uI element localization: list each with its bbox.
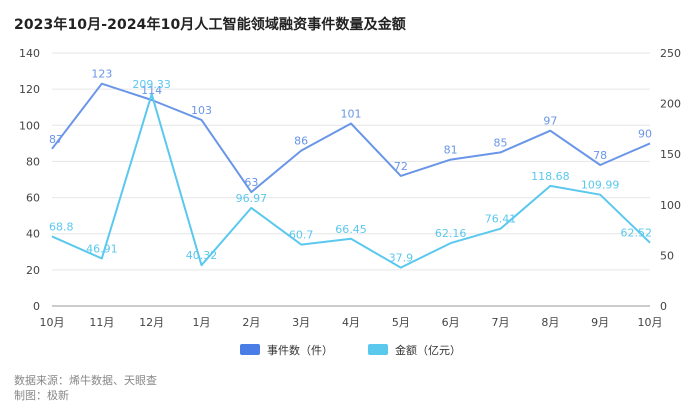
x-tick-label: 11月	[89, 316, 114, 329]
x-tick-label: 5月	[392, 316, 410, 329]
data-label: 78	[593, 149, 607, 162]
left-axis: 0 20 40 60 80 100 120 140	[19, 47, 40, 313]
grid	[52, 52, 650, 307]
series-lines	[51, 82, 651, 269]
data-label: 68.8	[49, 220, 74, 233]
legend-label: 事件数（件）	[267, 344, 333, 357]
right-tick-label: 0	[660, 300, 667, 313]
data-label: 37.9	[389, 252, 414, 265]
right-tick-label: 100	[660, 199, 681, 212]
data-label: 76.41	[485, 213, 517, 226]
data-label: 40.32	[186, 249, 218, 262]
right-tick-label: 250	[660, 47, 681, 60]
chart-title: 2023年10月-2024年10月人工智能领域融资事件数量及金额	[14, 17, 406, 33]
data-labels: 87 123 114 103 63 86 101 72 81 85 97 78 90 68.8 46.91 2…	[49, 68, 652, 265]
data-label: 86	[294, 135, 308, 148]
x-tick-label: 9月	[591, 316, 609, 329]
series-line-0	[51, 82, 651, 194]
x-tick-label: 2月	[242, 316, 260, 329]
data-label: 62.16	[435, 227, 467, 240]
data-label: 66.45	[335, 223, 367, 236]
left-tick-label: 60	[26, 192, 40, 205]
data-label: 62.52	[621, 227, 653, 240]
left-tick-label: 100	[19, 119, 40, 132]
left-tick-label: 0	[33, 300, 40, 313]
data-label: 101	[341, 107, 362, 120]
legend: 事件数（件） 金额（亿元）	[240, 343, 461, 357]
data-label: 46.91	[86, 243, 118, 256]
left-tick-label: 140	[19, 47, 40, 60]
legend-swatch	[240, 344, 260, 355]
x-tick-label: 10月	[638, 316, 663, 329]
x-tick-label: 10月	[40, 316, 65, 329]
data-label: 103	[191, 104, 212, 117]
x-tick-label: 1月	[193, 316, 211, 329]
data-label: 81	[444, 144, 458, 157]
data-label: 85	[494, 136, 508, 149]
x-tick-label: 7月	[492, 316, 510, 329]
x-tick-label: 6月	[442, 316, 460, 329]
data-label: 96.97	[236, 192, 268, 205]
legend-swatch	[368, 344, 388, 355]
data-label: 63	[244, 176, 258, 189]
right-tick-label: 200	[660, 98, 681, 111]
data-label: 97	[543, 115, 557, 128]
legend-label: 金额（亿元）	[395, 343, 461, 357]
x-tick-label: 3月	[292, 316, 310, 329]
x-tick-label: 4月	[342, 316, 360, 329]
data-label: 72	[394, 160, 408, 173]
data-label: 87	[49, 133, 63, 146]
series-line-1	[51, 93, 651, 269]
data-label: 118.68	[531, 170, 570, 183]
data-label: 209.33	[132, 78, 171, 91]
left-tick-label: 80	[26, 155, 40, 168]
right-tick-label: 50	[660, 249, 674, 262]
x-tick-label: 12月	[139, 316, 164, 329]
data-label: 60.7	[289, 229, 314, 242]
data-label: 114	[141, 84, 162, 97]
x-tick-label: 8月	[541, 316, 559, 329]
x-axis: 10月 11月 12月 1月 2月 3月 4月 5月 6月 7月 8月 9月 10月	[40, 316, 663, 329]
footer-source: 数据来源：烯牛数据、天眼查	[14, 374, 157, 387]
data-label: 123	[91, 68, 112, 81]
left-tick-label: 20	[26, 264, 40, 277]
data-label: 90	[638, 127, 652, 140]
right-tick-label: 150	[660, 148, 681, 161]
left-tick-label: 120	[19, 83, 40, 96]
data-label: 109.99	[581, 179, 620, 192]
right-axis: 0 50 100 150 200 250	[660, 47, 681, 313]
footer-credit: 制图：极新	[14, 389, 69, 402]
left-tick-label: 40	[26, 228, 40, 241]
